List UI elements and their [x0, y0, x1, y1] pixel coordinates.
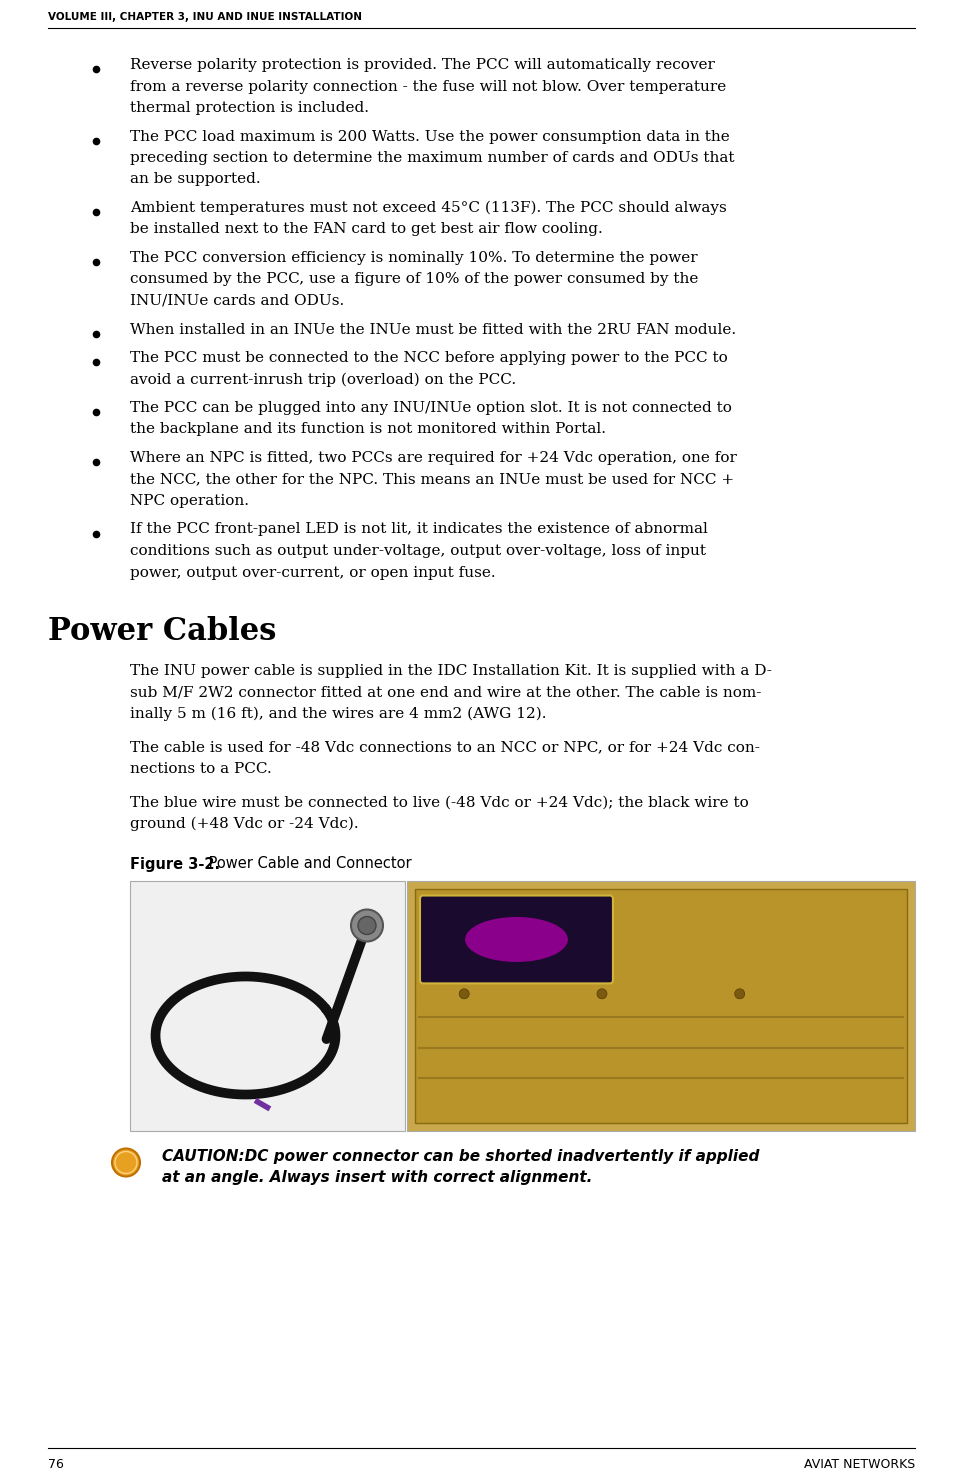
Text: conditions such as output under-voltage, output over-voltage, loss of input: conditions such as output under-voltage,…: [130, 545, 706, 558]
Text: Power Cable and Connector: Power Cable and Connector: [204, 857, 411, 872]
Text: The cable is used for -48 Vdc connections to an NCC or NPC, or for +24 Vdc con-: The cable is used for -48 Vdc connection…: [130, 740, 760, 755]
Text: consumed by the PCC, use a figure of 10% of the power consumed by the: consumed by the PCC, use a figure of 10%…: [130, 272, 698, 287]
Text: 76: 76: [48, 1458, 64, 1471]
Bar: [407, 881, 915, 1131]
Text: The blue wire must be connected to live (-48 Vdc or +24 Vdc); the black wire to: The blue wire must be connected to live …: [130, 796, 749, 810]
Text: Reverse polarity protection is provided. The PCC will automatically recover: Reverse polarity protection is provided.…: [130, 58, 715, 73]
Text: sub M/F 2W2 connector fitted at one end and wire at the other. The cable is nom-: sub M/F 2W2 connector fitted at one end …: [130, 685, 762, 700]
Text: The PCC load maximum is 200 Watts. Use the power consumption data in the: The PCC load maximum is 200 Watts. Use t…: [130, 129, 730, 144]
Bar: [130, 881, 405, 1131]
Text: CAUTION:DC power connector can be shorted inadvertently if applied: CAUTION:DC power connector can be shorte…: [162, 1148, 760, 1163]
Bar: [415, 888, 907, 1122]
Text: power, output over-current, or open input fuse.: power, output over-current, or open inpu…: [130, 565, 496, 580]
Text: If the PCC front-panel LED is not lit, it indicates the existence of abnormal: If the PCC front-panel LED is not lit, i…: [130, 522, 708, 536]
Circle shape: [351, 910, 383, 941]
Text: preceding section to determine the maximum number of cards and ODUs that: preceding section to determine the maxim…: [130, 151, 735, 164]
Text: be installed next to the FAN card to get best air flow cooling.: be installed next to the FAN card to get…: [130, 222, 603, 237]
Text: inally 5 m (16 ft), and the wires are 4 mm2 (AWG 12).: inally 5 m (16 ft), and the wires are 4 …: [130, 707, 546, 721]
Circle shape: [597, 989, 607, 999]
Text: The PCC can be plugged into any INU/INUe option slot. It is not connected to: The PCC can be plugged into any INU/INUe…: [130, 401, 732, 414]
Text: thermal protection is included.: thermal protection is included.: [130, 101, 369, 115]
Ellipse shape: [465, 918, 568, 962]
Text: Ambient temperatures must not exceed 45°C (113F). The PCC should always: Ambient temperatures must not exceed 45°…: [130, 201, 727, 216]
Text: NPC operation.: NPC operation.: [130, 494, 249, 508]
Text: Power Cables: Power Cables: [48, 616, 276, 647]
Text: VOLUME III, CHAPTER 3, INU AND INUE INSTALLATION: VOLUME III, CHAPTER 3, INU AND INUE INST…: [48, 12, 362, 22]
FancyBboxPatch shape: [420, 895, 613, 983]
Text: INU/INUe cards and ODUs.: INU/INUe cards and ODUs.: [130, 295, 344, 308]
Text: at an angle. Always insert with correct alignment.: at an angle. Always insert with correct …: [162, 1171, 592, 1185]
Text: The PCC conversion efficiency is nominally 10%. To determine the power: The PCC conversion efficiency is nominal…: [130, 252, 697, 265]
Text: The INU power cable is supplied in the IDC Installation Kit. It is supplied with: The INU power cable is supplied in the I…: [130, 665, 772, 678]
Text: AVIAT NETWORKS: AVIAT NETWORKS: [804, 1458, 915, 1471]
Text: from a reverse polarity connection - the fuse will not blow. Over temperature: from a reverse polarity connection - the…: [130, 80, 726, 93]
Text: an be supported.: an be supported.: [130, 173, 261, 186]
Text: nections to a PCC.: nections to a PCC.: [130, 762, 272, 776]
Text: the backplane and its function is not monitored within Portal.: the backplane and its function is not mo…: [130, 422, 606, 437]
Text: the NCC, the other for the NPC. This means an INUe must be used for NCC +: the NCC, the other for the NPC. This mea…: [130, 472, 734, 487]
Text: avoid a current-inrush trip (overload) on the PCC.: avoid a current-inrush trip (overload) o…: [130, 373, 516, 386]
Text: ground (+48 Vdc or -24 Vdc).: ground (+48 Vdc or -24 Vdc).: [130, 817, 358, 832]
Text: Where an NPC is fitted, two PCCs are required for +24 Vdc operation, one for: Where an NPC is fitted, two PCCs are req…: [130, 451, 737, 465]
Circle shape: [735, 989, 744, 999]
Text: The PCC must be connected to the NCC before applying power to the PCC to: The PCC must be connected to the NCC bef…: [130, 351, 728, 366]
Text: When installed in an INUe the INUe must be fitted with the 2RU FAN module.: When installed in an INUe the INUe must …: [130, 323, 736, 336]
Circle shape: [459, 989, 469, 999]
Circle shape: [112, 1148, 140, 1177]
Text: Figure 3-2.: Figure 3-2.: [130, 857, 221, 872]
Circle shape: [358, 916, 376, 934]
